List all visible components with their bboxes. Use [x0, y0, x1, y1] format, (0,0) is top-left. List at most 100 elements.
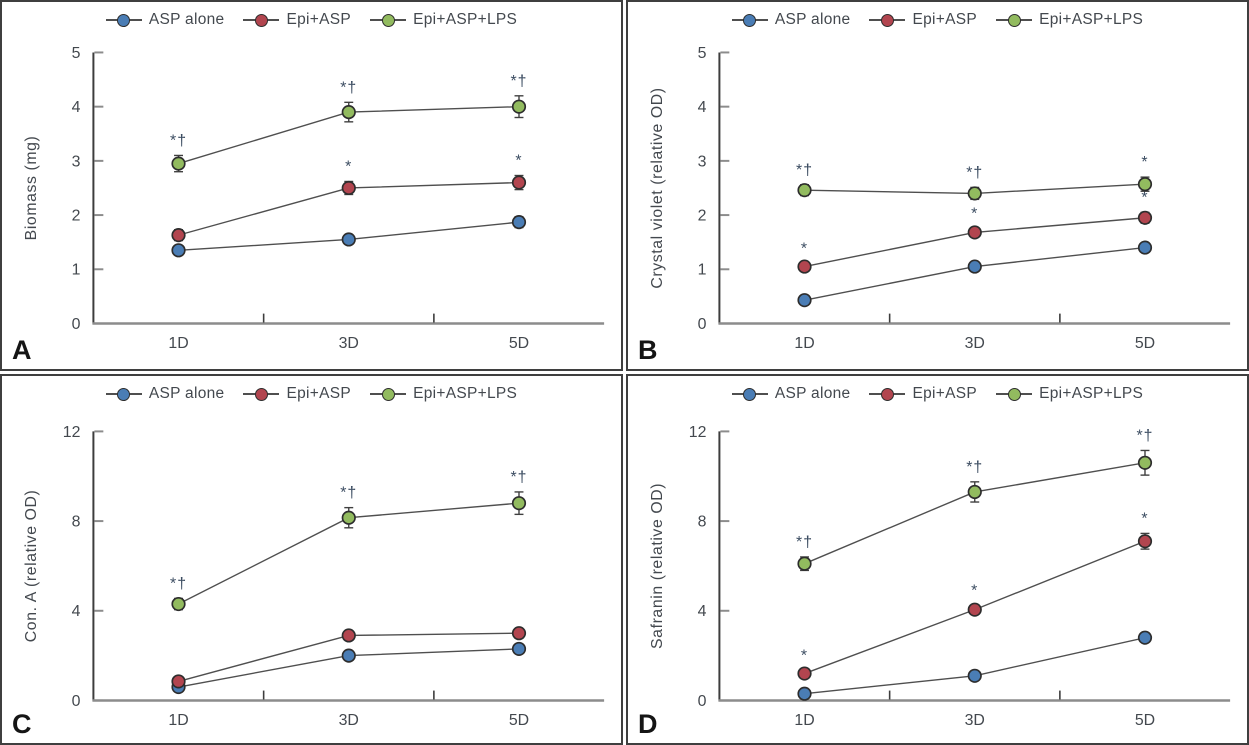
- significance-annotation: *†: [966, 165, 983, 182]
- y-tick-label: 1: [72, 262, 81, 279]
- y-tick-label: 5: [72, 45, 81, 62]
- legend-label: ASP alone: [774, 11, 851, 28]
- chart-legend: ASP alone Epi+ASP Epi+ASP+LPS: [628, 11, 1247, 29]
- significance-annotation: *: [971, 206, 978, 223]
- x-category-label: 1D: [168, 712, 188, 729]
- significance-annotation: *†: [510, 469, 527, 486]
- legend-label: Epi+ASP: [912, 385, 978, 402]
- chart-legend: ASP alone Epi+ASP Epi+ASP+LPS: [628, 385, 1247, 403]
- significance-annotation: *†: [966, 459, 983, 476]
- data-point-marker: [967, 225, 982, 240]
- data-point-marker: [341, 180, 356, 196]
- biomass-line-chart: 0 1 2 3 4 5 1D 3D 5D Biomass (mg) * * *† *† *†: [23, 45, 605, 352]
- x-category-label: 3D: [339, 712, 359, 729]
- significance-annotation: *: [801, 240, 808, 257]
- data-point-marker: [967, 186, 982, 201]
- x-category-label: 3D: [965, 712, 985, 729]
- panel-b-crystal-violet: ASP alone Epi+ASP Epi+ASP+LPS 0 1 2 3 4 5 1D 3D 5D…: [626, 0, 1249, 371]
- data-point-marker: [511, 215, 527, 230]
- legend-label: Epi+ASP+LPS: [413, 11, 518, 28]
- legend-line-dot-icon: [370, 13, 407, 27]
- significance-annotation: *†: [170, 133, 187, 150]
- data-point-marker: [171, 674, 186, 689]
- data-point-marker: [171, 243, 186, 258]
- legend-line-dot-icon: [105, 387, 142, 401]
- chart-legend: ASP alone Epi+ASP Epi+ASP+LPS: [2, 385, 621, 403]
- data-point-marker: [1137, 534, 1153, 549]
- y-tick-label: 8: [698, 514, 707, 531]
- legend-label: Epi+ASP: [286, 11, 352, 28]
- panel-letter-b: B: [638, 335, 658, 365]
- legend-item: Epi+ASP: [243, 11, 351, 29]
- data-point-marker: [341, 510, 356, 525]
- series-line: [804, 217, 1146, 268]
- y-axis-title: Crystal violet (relative OD): [649, 87, 666, 288]
- y-axis-title: Con. A (relative OD): [23, 490, 40, 643]
- legend-item: Epi+ASP: [243, 385, 351, 403]
- y-tick-label: 3: [698, 153, 707, 170]
- data-point-marker: [171, 228, 186, 243]
- legend-item: ASP alone: [105, 11, 225, 29]
- data-point-marker: [341, 648, 356, 663]
- con-a-line-chart: 0 4 8 12 1D 3D 5D Con. A (relative OD) *† *† *†: [23, 424, 605, 729]
- x-category-label: 5D: [1135, 335, 1155, 352]
- chart-legend: ASP alone Epi+ASP Epi+ASP+LPS: [2, 11, 621, 29]
- legend-item: ASP alone: [105, 385, 225, 403]
- significance-annotation: *†: [796, 534, 813, 551]
- legend-item: ASP alone: [731, 11, 851, 29]
- y-tick-label: 4: [72, 603, 81, 620]
- legend-label: Epi+ASP: [912, 11, 978, 28]
- y-tick-label: 4: [698, 603, 707, 620]
- y-tick-label: 0: [698, 316, 707, 333]
- data-point-marker: [967, 668, 982, 683]
- y-tick-label: 0: [698, 693, 707, 710]
- data-point-marker: [341, 105, 356, 120]
- y-tick-label: 12: [689, 424, 707, 441]
- panel-letter-d: D: [638, 709, 658, 739]
- significance-annotation: *: [971, 582, 978, 599]
- y-tick-label: 0: [72, 316, 81, 333]
- x-category-label: 5D: [1135, 712, 1155, 729]
- y-tick-label: 0: [72, 693, 81, 710]
- legend-label: ASP alone: [148, 385, 225, 402]
- x-category-label: 1D: [794, 712, 814, 729]
- legend-line-dot-icon: [869, 387, 906, 401]
- legend-line-dot-icon: [243, 387, 280, 401]
- significance-annotation: *: [1141, 190, 1148, 207]
- y-tick-label: 12: [63, 424, 81, 441]
- data-point-marker: [1137, 177, 1153, 192]
- data-point-marker: [1137, 210, 1153, 225]
- safranin-line-chart: 0 4 8 12 1D 3D 5D Safranin (relative OD) * * * *† *†…: [649, 424, 1231, 729]
- significance-annotation: *†: [340, 485, 357, 502]
- panel-letter-c: C: [12, 709, 32, 739]
- data-point-marker: [171, 156, 186, 171]
- y-tick-label: 8: [72, 514, 81, 531]
- data-point-marker: [967, 602, 982, 617]
- legend-item: Epi+ASP+LPS: [370, 385, 517, 403]
- panel-letter-a: A: [12, 335, 32, 365]
- legend-line-dot-icon: [996, 13, 1033, 27]
- legend-item: Epi+ASP: [869, 11, 977, 29]
- data-point-marker: [171, 596, 186, 612]
- legend-label: Epi+ASP+LPS: [1039, 11, 1144, 28]
- data-point-marker: [1137, 240, 1153, 255]
- legend-item: ASP alone: [731, 385, 851, 403]
- legend-line-dot-icon: [869, 13, 906, 27]
- data-point-marker: [1137, 455, 1153, 470]
- data-point-marker: [797, 556, 812, 571]
- data-point-marker: [511, 99, 527, 114]
- crystal-violet-line-chart: 0 1 2 3 4 5 1D 3D 5D Crystal violet (relative OD)…: [649, 45, 1231, 352]
- significance-annotation: *: [1141, 154, 1148, 171]
- data-point-marker: [341, 628, 356, 643]
- y-axis-title: Biomass (mg): [23, 136, 40, 241]
- legend-label: Epi+ASP: [286, 385, 352, 402]
- data-point-marker: [1137, 630, 1153, 645]
- legend-label: Epi+ASP+LPS: [1039, 385, 1144, 402]
- y-tick-label: 1: [698, 262, 707, 279]
- y-axis-title: Safranin (relative OD): [649, 483, 666, 649]
- y-tick-label: 3: [72, 153, 81, 170]
- x-category-label: 5D: [509, 712, 529, 729]
- data-point-marker: [511, 175, 527, 190]
- significance-annotation: *: [515, 153, 522, 170]
